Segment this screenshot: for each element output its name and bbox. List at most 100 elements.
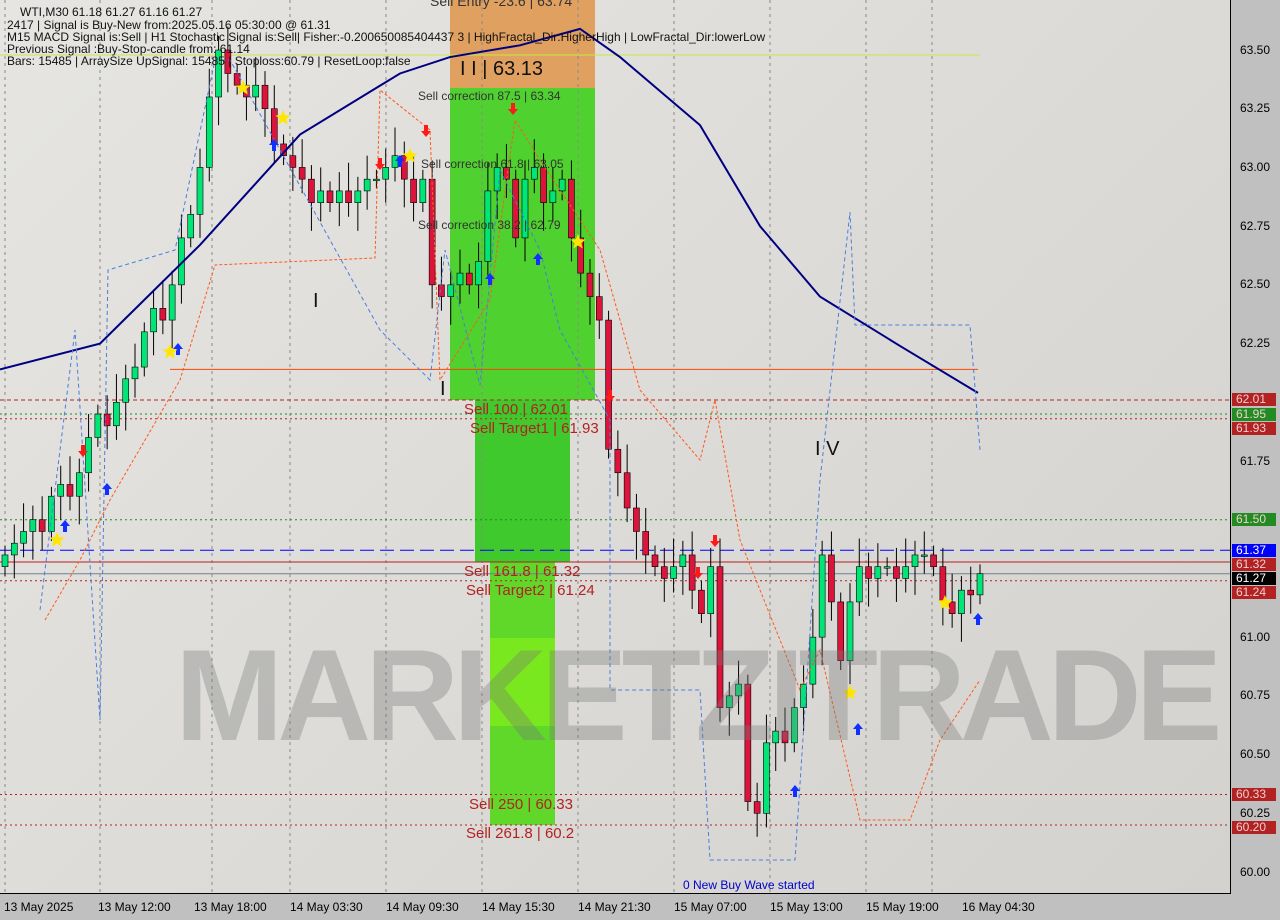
bull-candle: [363, 178, 371, 192]
new-buy-wave-label: 0 New Buy Wave started: [683, 878, 815, 892]
buy-arrow-icon: [973, 613, 983, 625]
time-tick-label: 13 May 12:00: [98, 900, 171, 914]
sell-arrow-icon: [693, 567, 703, 579]
sell-correction-875-label: Sell correction 87.5 | 63.34: [418, 89, 561, 103]
bull-candle: [976, 573, 984, 596]
bear-candle: [438, 284, 445, 297]
price-tag-61.95: 61.95: [1232, 407, 1276, 421]
bear-candle: [410, 178, 417, 203]
bear-candle: [103, 413, 111, 427]
time-tick-label: 15 May 07:00: [674, 900, 747, 914]
bull-candle: [725, 695, 733, 708]
sell-1618-label: Sell 161.8 | 61.32: [464, 563, 581, 580]
price-tick-label: 62.50: [1240, 277, 1271, 292]
buy-arrow-icon: [485, 273, 495, 285]
bull-candle: [215, 49, 222, 98]
bear-candle: [465, 272, 473, 286]
bull-candle: [763, 742, 770, 814]
price-chart: [0, 0, 1230, 893]
time-tick-label: 13 May 2025: [4, 900, 74, 914]
signal-star-icon: [49, 532, 65, 547]
bull-candle: [846, 601, 854, 661]
price-tag-61.27: 61.27: [1232, 571, 1276, 585]
time-tick-label: 14 May 03:30: [290, 900, 363, 914]
bear-candle: [623, 472, 631, 509]
price-tick-label: 60.00: [1240, 864, 1271, 879]
bear-candle: [642, 531, 650, 556]
bear-candle: [345, 190, 352, 203]
sell-250-label: Sell 250 | 60.33: [469, 796, 573, 813]
bull-candle: [484, 190, 492, 262]
bear-candle: [865, 566, 872, 579]
bars-line: Bars: 15485 | ArraySize UpSignal: 15485 …: [7, 54, 411, 68]
bull-candle: [373, 178, 380, 181]
time-tick-label: 16 May 04:30: [962, 900, 1035, 914]
bull-candle: [549, 190, 557, 203]
bull-candle: [790, 707, 798, 744]
sell-entry-label: Sell Entry -23.6 | 63.74: [430, 0, 573, 9]
bull-candle: [113, 401, 120, 427]
buy-arrow-icon: [173, 343, 183, 355]
bull-candle: [382, 167, 390, 180]
bear-candle: [948, 601, 956, 614]
sell-target-zone: [475, 400, 570, 562]
bull-candle: [140, 331, 148, 368]
bull-candle: [335, 190, 343, 203]
bear-candle: [633, 507, 640, 532]
bull-candle: [809, 636, 817, 685]
sell-arrow-icon: [375, 158, 385, 170]
bear-candle: [651, 554, 659, 567]
bear-candle: [540, 167, 547, 203]
bear-candle: [568, 178, 575, 239]
bear-candle: [967, 589, 975, 596]
bull-candle: [85, 437, 92, 474]
bear-candle: [38, 519, 46, 532]
sell-correction-zone: [450, 88, 595, 400]
sell-arrow-icon: [605, 390, 615, 402]
bull-candle: [1, 554, 9, 567]
sell-correction-382-label: Sell correction 38.2 | 62.79: [418, 218, 561, 232]
wave-label-i: I: [313, 290, 319, 312]
bull-candle: [911, 554, 919, 567]
bear-candle: [400, 155, 408, 180]
bull-candle: [391, 155, 399, 168]
bull-candle: [419, 178, 427, 203]
watermark: MARKETZITRADE: [175, 622, 1222, 768]
bear-candle: [224, 49, 232, 74]
chart-plot-area[interactable]: MARKETZITRADE WTI,M30 61.18 61.27 61.16 …: [0, 0, 1231, 894]
wave-label-iv: I V: [815, 438, 840, 460]
bull-candle: [94, 413, 102, 438]
bull-candle: [707, 566, 715, 614]
bear-candle: [753, 801, 761, 814]
bull-candle: [20, 531, 27, 544]
bear-candle: [577, 237, 585, 274]
bull-candle: [57, 484, 65, 497]
sell-100-label: Sell 100 | 62.01: [464, 401, 568, 418]
price-tick-label: 60.25: [1240, 805, 1271, 820]
bull-candle: [10, 542, 18, 556]
price-tag-61.24: 61.24: [1232, 585, 1276, 599]
bull-candle: [187, 214, 195, 239]
price-tag-60.33: 60.33: [1232, 788, 1276, 801]
bull-candle: [131, 366, 139, 380]
bull-candle: [874, 566, 882, 579]
moving-average-line: [0, 27, 979, 394]
bull-candle: [150, 308, 157, 333]
wave-label-iii: I: [440, 378, 446, 400]
bear-candle: [586, 272, 594, 297]
sell-target2-label: Sell Target2 | 61.24: [466, 582, 595, 599]
time-tick-label: 14 May 21:30: [578, 900, 651, 914]
bear-candle: [716, 566, 724, 708]
bull-candle: [168, 284, 176, 321]
bull-candle: [475, 261, 482, 286]
bear-candle: [660, 566, 668, 579]
price-tick-label: 63.00: [1240, 159, 1271, 174]
bull-candle: [48, 495, 55, 532]
time-tick-label: 15 May 19:00: [866, 900, 939, 914]
bear-candle: [159, 308, 167, 321]
sell-extension-highlight: [490, 638, 555, 726]
price-tick-label: 63.50: [1240, 42, 1271, 57]
bull-candle: [902, 566, 910, 579]
bear-candle: [837, 601, 845, 661]
time-tick-label: 14 May 15:30: [482, 900, 555, 914]
